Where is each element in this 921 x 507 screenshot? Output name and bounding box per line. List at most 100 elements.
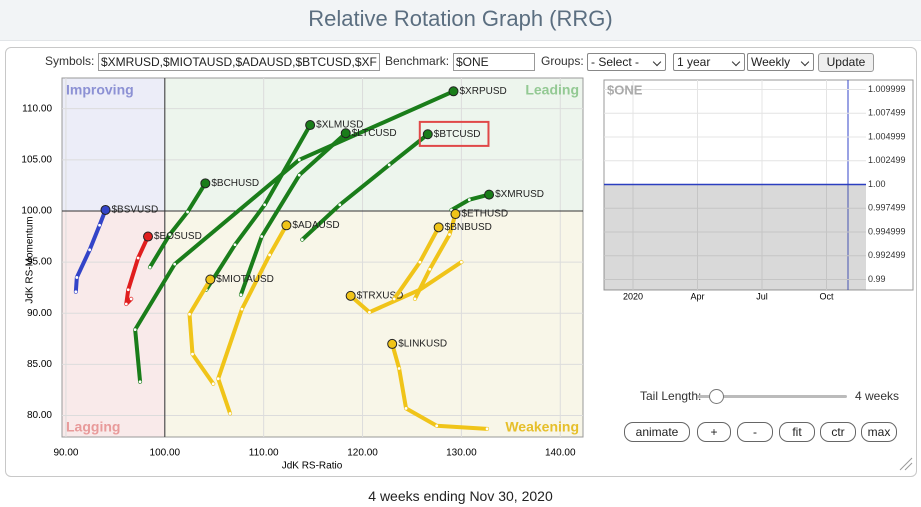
tail-line bbox=[348, 260, 464, 315]
series-label: $ETHUSD bbox=[461, 209, 508, 220]
frequency-select[interactable]: Weekly bbox=[747, 53, 814, 71]
tail-point bbox=[418, 260, 422, 264]
quadrant bbox=[62, 78, 165, 211]
y-axis-title: JdK RS-Momentum bbox=[25, 216, 36, 303]
tail-point bbox=[75, 276, 79, 279]
head-point bbox=[205, 274, 216, 285]
y-tick-label: 0.994999 bbox=[868, 226, 906, 236]
tail-point bbox=[191, 352, 194, 356]
quadrant-label: Weakening bbox=[505, 419, 579, 435]
tail-point bbox=[368, 310, 371, 314]
y-tick-label: 0.997499 bbox=[868, 203, 906, 213]
tail-line bbox=[238, 131, 348, 297]
tail-point bbox=[126, 288, 130, 292]
tail-line bbox=[187, 277, 216, 386]
y-tick-label: 105.00 bbox=[21, 154, 52, 165]
plot-frame bbox=[61, 77, 584, 438]
symbols-label: Symbols: bbox=[45, 54, 95, 68]
tail-point bbox=[240, 307, 244, 311]
update-button[interactable]: Update bbox=[818, 53, 874, 72]
tail-point bbox=[136, 256, 140, 260]
tail-point bbox=[188, 312, 191, 316]
series-label: $ADAUSD bbox=[292, 220, 339, 231]
tail-point bbox=[216, 377, 220, 381]
head-point bbox=[422, 129, 433, 140]
symbols-input[interactable]: $XMRUSD,$MIOTAUSD,$ADAUSD,$BTCUSD,$XF bbox=[98, 53, 380, 71]
tail-point bbox=[138, 380, 142, 384]
tail-slider-handle[interactable] bbox=[709, 389, 724, 404]
tail-point bbox=[260, 235, 264, 238]
tail-point bbox=[233, 243, 237, 247]
area bbox=[604, 184, 866, 290]
x-tick-label: Oct bbox=[819, 291, 834, 301]
tail-slider-track[interactable] bbox=[697, 395, 847, 398]
y-tick-label: 1.007499 bbox=[868, 108, 906, 118]
x-tick-label: 90.00 bbox=[53, 448, 78, 459]
x-tick-label: 130.00 bbox=[446, 448, 477, 459]
tail-point bbox=[485, 427, 489, 431]
y-tick-label: 1.002499 bbox=[868, 155, 906, 165]
head-point bbox=[200, 178, 211, 189]
highlight-box bbox=[418, 120, 490, 147]
control-button[interactable]: - bbox=[737, 422, 773, 442]
tail-point bbox=[186, 210, 189, 214]
series-label: $LTCUSD bbox=[352, 128, 397, 139]
control-button[interactable]: + bbox=[697, 422, 731, 442]
control-button[interactable]: max bbox=[861, 422, 897, 442]
control-button[interactable]: ctr bbox=[820, 422, 856, 442]
benchmark-input[interactable]: $ONE bbox=[453, 53, 535, 71]
head-point bbox=[484, 189, 495, 200]
groups-select[interactable]: - Select - bbox=[587, 53, 666, 71]
tail-point bbox=[168, 233, 172, 236]
y-tick-label: 1.009999 bbox=[868, 84, 906, 94]
tail-point bbox=[435, 424, 439, 428]
series-label: $EOSUSD bbox=[154, 231, 202, 242]
y-tick-label: 90.00 bbox=[27, 308, 52, 319]
x-tick-label: 100.00 bbox=[150, 448, 181, 459]
control-button[interactable]: animate bbox=[624, 422, 690, 442]
tail-point bbox=[428, 267, 432, 271]
tail-point bbox=[460, 260, 463, 264]
tail-point bbox=[129, 297, 133, 301]
series-label: $XLMUSD bbox=[316, 120, 363, 131]
tail-point bbox=[467, 198, 471, 202]
tail-point bbox=[300, 238, 304, 242]
series-label: $BTCUSD bbox=[434, 129, 481, 140]
tail-point bbox=[297, 158, 301, 162]
tail-line bbox=[147, 181, 208, 270]
control-button[interactable]: fit bbox=[779, 422, 815, 442]
series-label: $BSVUSD bbox=[111, 205, 158, 216]
tail-point bbox=[98, 223, 101, 227]
tail-line bbox=[412, 212, 458, 301]
tail-length-label: Tail Length: bbox=[640, 389, 702, 403]
series-label: $XRPUSD bbox=[459, 86, 506, 97]
series-label: $BCHUSD bbox=[211, 178, 259, 189]
x-tick-label: 2020 bbox=[623, 291, 643, 301]
head-point bbox=[100, 204, 111, 215]
y-tick-label: 100.00 bbox=[21, 206, 52, 217]
tail-point bbox=[211, 382, 215, 386]
tail-point bbox=[338, 203, 342, 207]
tail-line bbox=[204, 123, 313, 292]
x-tick-label: 110.00 bbox=[249, 448, 279, 459]
head-point bbox=[281, 220, 292, 231]
footer: 4 weeks ending Nov 30, 2020 bbox=[368, 488, 553, 504]
y-tick-label: 80.00 bbox=[27, 410, 52, 421]
head-point bbox=[305, 120, 316, 131]
quadrant-label: Leading bbox=[525, 82, 579, 98]
quadrant bbox=[62, 210, 165, 437]
benchmark-label: Benchmark: bbox=[385, 54, 450, 68]
tail-line bbox=[300, 132, 430, 242]
period-select[interactable]: 1 year bbox=[673, 53, 745, 71]
series-label: $BNBUSD bbox=[445, 222, 492, 233]
x-axis-title: JdK RS-Ratio bbox=[282, 461, 343, 472]
page-title: Relative Rotation Graph (RRG) bbox=[308, 6, 613, 31]
tail-point bbox=[239, 293, 243, 297]
tail-point bbox=[148, 265, 152, 269]
x-tick-label: Jul bbox=[756, 291, 768, 301]
head-point bbox=[143, 231, 154, 242]
head-point bbox=[345, 290, 356, 301]
tail-point bbox=[228, 412, 232, 415]
